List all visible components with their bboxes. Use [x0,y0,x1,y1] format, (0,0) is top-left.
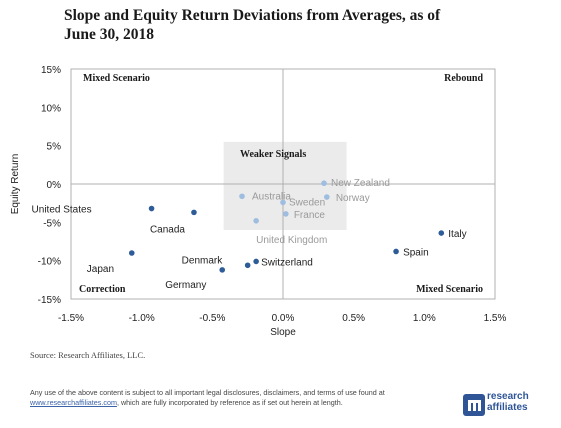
point-label-norway: Norway [336,193,370,204]
logo-text-line2: affiliates [487,402,528,413]
scatter-chart: -1.5% -1.0% -0.5% 0.0% 0.5% 1.0% 1.5% 15% 10% 5% 0… [10,65,507,338]
point-spain [393,248,399,255]
y-tick-label: -15% [38,295,61,306]
logo-mark-icon [463,394,485,416]
y-tick-label: 5% [47,142,62,153]
point-united-states [148,205,155,212]
x-tick-label: 0.5% [342,313,365,324]
y-tick-label: 15% [41,65,61,76]
source-note: Source: Research Affiliates, LLC. [30,350,146,360]
x-axis-title: Slope [270,327,296,338]
point-italy [438,230,445,236]
y-tick-label: 0% [47,180,62,191]
point-australia [239,193,245,200]
quadrant-label-top-left: Mixed Scenario [83,73,150,84]
y-axis-title: Equity Return [10,154,21,215]
point-label-united-kingdom: United Kingdom [256,235,327,246]
point-label-canada: Canada [150,224,185,235]
point-label-new-zealand: New Zealand [331,178,390,189]
point-norway [324,194,330,200]
x-tick-label: 1.0% [413,313,436,324]
chart-title-line1: Slope and Equity Return Deviations from … [64,7,441,24]
point-united-kingdom [253,218,259,224]
x-tick-label: 1.5% [484,313,507,324]
logo-text: research affiliates [487,391,529,413]
point-label-denmark: Denmark [182,255,224,266]
point-japan [128,250,135,256]
disclaimer-text-2: , which are fully incorporated by refere… [116,397,343,407]
point-switzerland [253,258,259,265]
point-label-united-states: United States [32,205,92,216]
point-label-germany: Germany [165,280,206,291]
x-tick-label: -0.5% [199,313,225,324]
point-denmark [244,262,251,269]
y-tick-label: -5% [43,218,61,229]
quadrant-label-bottom-right: Mixed Scenario [416,284,483,295]
point-label-australia: Australia [252,191,291,202]
point-label-sweden: Sweden [289,197,325,208]
x-tick-label: -1.0% [129,313,155,324]
y-tick-label: -10% [38,257,61,268]
point-new-zealand [321,180,327,187]
y-tick-label: 10% [41,103,61,114]
quadrant-label-top-right: Rebound [444,73,483,84]
quadrant-label-bottom-left: Correction [79,284,126,295]
point-label-switzerland: Switzerland [261,257,313,268]
x-tick-label: 0.0% [272,313,295,324]
website-link[interactable]: www.researchaffiliates.com [30,397,117,407]
point-sweden [280,199,286,206]
point-france [283,211,289,217]
logo-text-line1: research [487,391,529,402]
point-germany [219,267,226,273]
disclaimer: Any use of the above content is subject … [30,388,440,407]
point-label-spain: Spain [403,247,429,258]
point-label-japan: Japan [87,264,114,275]
research-affiliates-logo: research affiliates [463,390,555,418]
chart-title-line2: June 30, 2018 [64,26,154,43]
x-tick-label: -1.5% [58,313,84,324]
point-label-france: France [294,210,326,221]
point-label-italy: Italy [448,229,466,240]
chart-title: Slope and Equity Return Deviations from … [64,6,444,44]
disclaimer-text-1: Any use of the above content is subject … [30,388,385,397]
point-canada [191,209,197,216]
weak-signals-label: Weaker Signals [240,149,306,160]
